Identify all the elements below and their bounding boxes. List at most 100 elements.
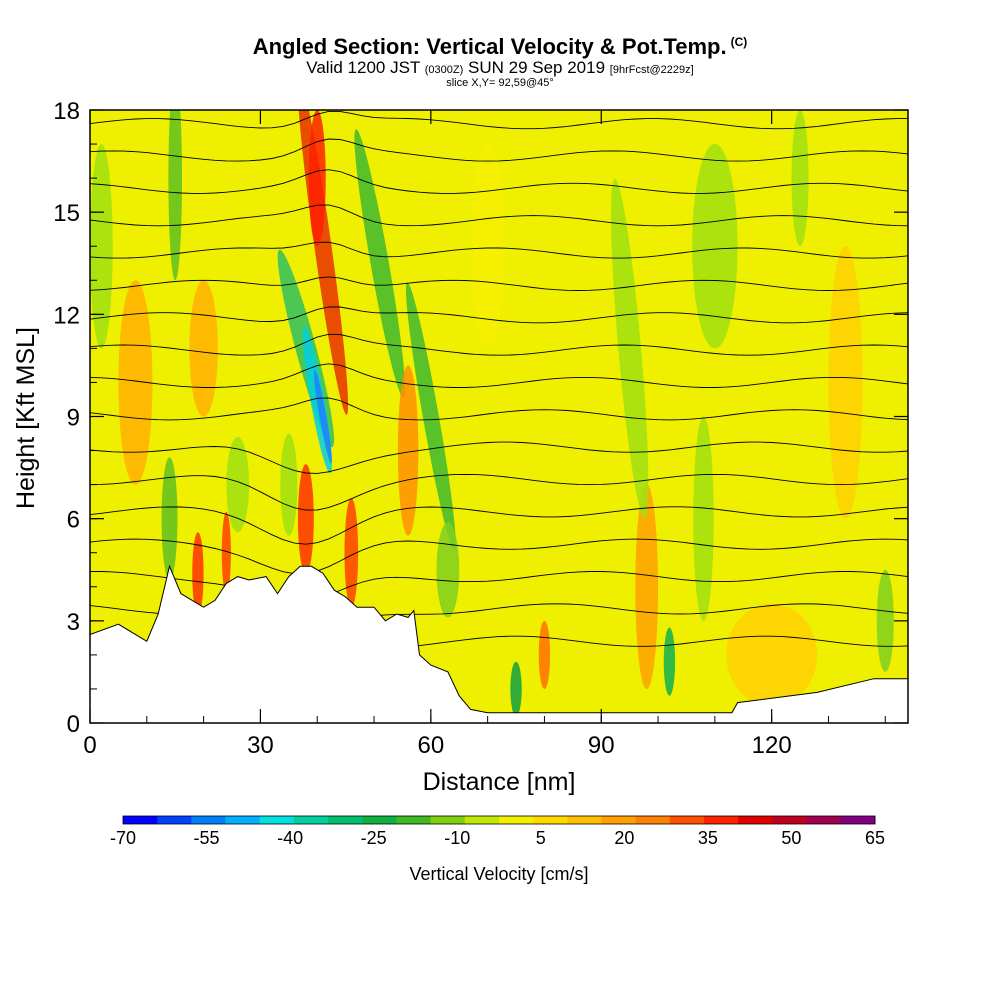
velocity-cell bbox=[297, 464, 314, 574]
velocity-cell bbox=[189, 280, 218, 417]
velocity-cell bbox=[161, 457, 178, 580]
velocity-cell bbox=[876, 569, 894, 672]
x-tick-label: 0 bbox=[83, 732, 96, 759]
chart-title-tag: (C) bbox=[730, 34, 748, 49]
colorbar-tick-label: 20 bbox=[614, 828, 634, 848]
x-tick-label: 90 bbox=[588, 732, 615, 759]
colorbar-swatch bbox=[464, 816, 500, 824]
velocity-cell bbox=[192, 532, 204, 615]
theta-contour-line bbox=[90, 306, 908, 324]
velocity-cell bbox=[168, 110, 183, 281]
colorbar-swatch bbox=[840, 816, 876, 824]
colorbar-label: Vertical Velocity [cm/s] bbox=[409, 864, 588, 884]
theta-contour-line bbox=[90, 241, 908, 259]
colorbar-swatch bbox=[430, 816, 466, 824]
plot-area bbox=[90, 110, 908, 723]
velocity-cell bbox=[791, 110, 809, 247]
valid-date: SUN 29 Sep 2019 bbox=[468, 58, 606, 77]
colorbar-tick-label: -70 bbox=[110, 828, 136, 848]
theta-contour-line bbox=[90, 169, 908, 194]
colorbar-swatch bbox=[293, 816, 329, 824]
chart-title: Angled Section: Vertical Velocity & Pot.… bbox=[0, 34, 1000, 60]
theta-contour-line bbox=[90, 538, 908, 575]
axis-ticks bbox=[89, 109, 908, 724]
velocity-cell bbox=[226, 436, 250, 533]
velocity-cell bbox=[726, 603, 818, 706]
y-tick-label: 12 bbox=[53, 302, 80, 329]
velocity-cell bbox=[397, 365, 419, 536]
chart-title-text: Angled Section: Vertical Velocity & Pot.… bbox=[252, 34, 727, 59]
velocity-cell bbox=[610, 178, 649, 519]
y-tick-label: 3 bbox=[67, 609, 80, 636]
valid-utc: (0300Z) bbox=[424, 64, 464, 76]
theta-contour-line bbox=[90, 363, 908, 388]
colorbar-swatch bbox=[157, 816, 192, 824]
colorbar-swatch bbox=[635, 816, 671, 824]
colorbar-swatch bbox=[601, 816, 637, 824]
colorbar-swatch bbox=[328, 816, 363, 824]
theta-contour-line bbox=[90, 441, 908, 474]
x-tick-label: 30 bbox=[247, 732, 274, 759]
colorbar-tick-label: -25 bbox=[361, 828, 387, 848]
y-tick-labels: 0 3 6 9 12 15 18 bbox=[53, 98, 80, 738]
velocity-cell bbox=[280, 433, 298, 536]
colorbar-tick-label: 35 bbox=[698, 828, 718, 848]
chart-subtitle: Valid 1200 JST (0300Z) SUN 29 Sep 2019 [… bbox=[0, 59, 1000, 79]
colorbar-swatch bbox=[669, 816, 705, 824]
colorbar-swatch bbox=[396, 816, 432, 824]
colorbar-swatch bbox=[567, 816, 603, 824]
colorbar-swatch bbox=[123, 816, 158, 824]
colorbar-swatch bbox=[738, 816, 773, 824]
x-tick-label: 60 bbox=[417, 732, 444, 759]
theta-contour-line bbox=[90, 110, 908, 130]
colorbar-swatch bbox=[704, 816, 739, 824]
velocity-cell bbox=[405, 282, 456, 551]
y-tick-label: 6 bbox=[67, 507, 80, 534]
y-tick-label: 15 bbox=[53, 200, 80, 227]
x-axis-label: Distance [nm] bbox=[423, 768, 576, 796]
x-tick-labels: 0 30 60 90 120 bbox=[83, 732, 791, 759]
colorbar-swatch bbox=[191, 816, 227, 824]
velocity-cell bbox=[828, 246, 863, 519]
colorbar-swatch bbox=[806, 816, 842, 824]
theta-contour-line bbox=[90, 276, 908, 291]
colorbar-swatch bbox=[362, 816, 397, 824]
velocity-cell bbox=[436, 522, 460, 618]
colorbar-tick-label: -55 bbox=[194, 828, 220, 848]
colorbar-tick-label: -10 bbox=[444, 828, 470, 848]
colorbar-tick-labels: -70 -55 -40 -25 -10 5 20 35 50 65 bbox=[110, 828, 885, 848]
theta-contours bbox=[90, 110, 908, 667]
velocity-cell bbox=[538, 620, 551, 689]
velocity-cell bbox=[470, 144, 505, 349]
x-tick-label: 120 bbox=[752, 732, 792, 759]
velocity-cell bbox=[693, 416, 714, 621]
theta-contour-line bbox=[90, 204, 908, 227]
colorbar-frame bbox=[122, 815, 876, 825]
colorbar-swatch bbox=[259, 816, 295, 824]
velocity-cell bbox=[118, 280, 153, 485]
velocity-cell bbox=[635, 484, 659, 689]
velocity-field bbox=[90, 110, 894, 717]
y-tick-label: 0 bbox=[67, 711, 80, 738]
velocity-cell bbox=[313, 369, 332, 464]
theta-contour-line bbox=[90, 506, 908, 545]
velocity-cell bbox=[221, 511, 231, 594]
velocity-cell bbox=[663, 627, 676, 696]
valid-forecast: [9hrFcst@2229z] bbox=[609, 64, 694, 76]
colorbar-swatch bbox=[225, 816, 261, 824]
velocity-cell bbox=[354, 129, 405, 398]
velocity-cell bbox=[308, 110, 326, 247]
velocity-cell bbox=[692, 144, 738, 349]
colorbar-swatch bbox=[499, 816, 534, 824]
colorbar-swatch bbox=[772, 816, 808, 824]
terrain-mask bbox=[90, 564, 908, 723]
velocity-cell bbox=[510, 661, 522, 717]
y-tick-label: 18 bbox=[53, 98, 80, 125]
theta-contour-line bbox=[90, 333, 908, 356]
valid-time: Valid 1200 JST bbox=[306, 58, 420, 77]
y-axis-label: Height [Kft MSL] bbox=[12, 327, 40, 509]
colorbar-tick-label: -40 bbox=[277, 828, 303, 848]
velocity-cell bbox=[90, 144, 113, 349]
colorbar-tick-label: 65 bbox=[865, 828, 885, 848]
